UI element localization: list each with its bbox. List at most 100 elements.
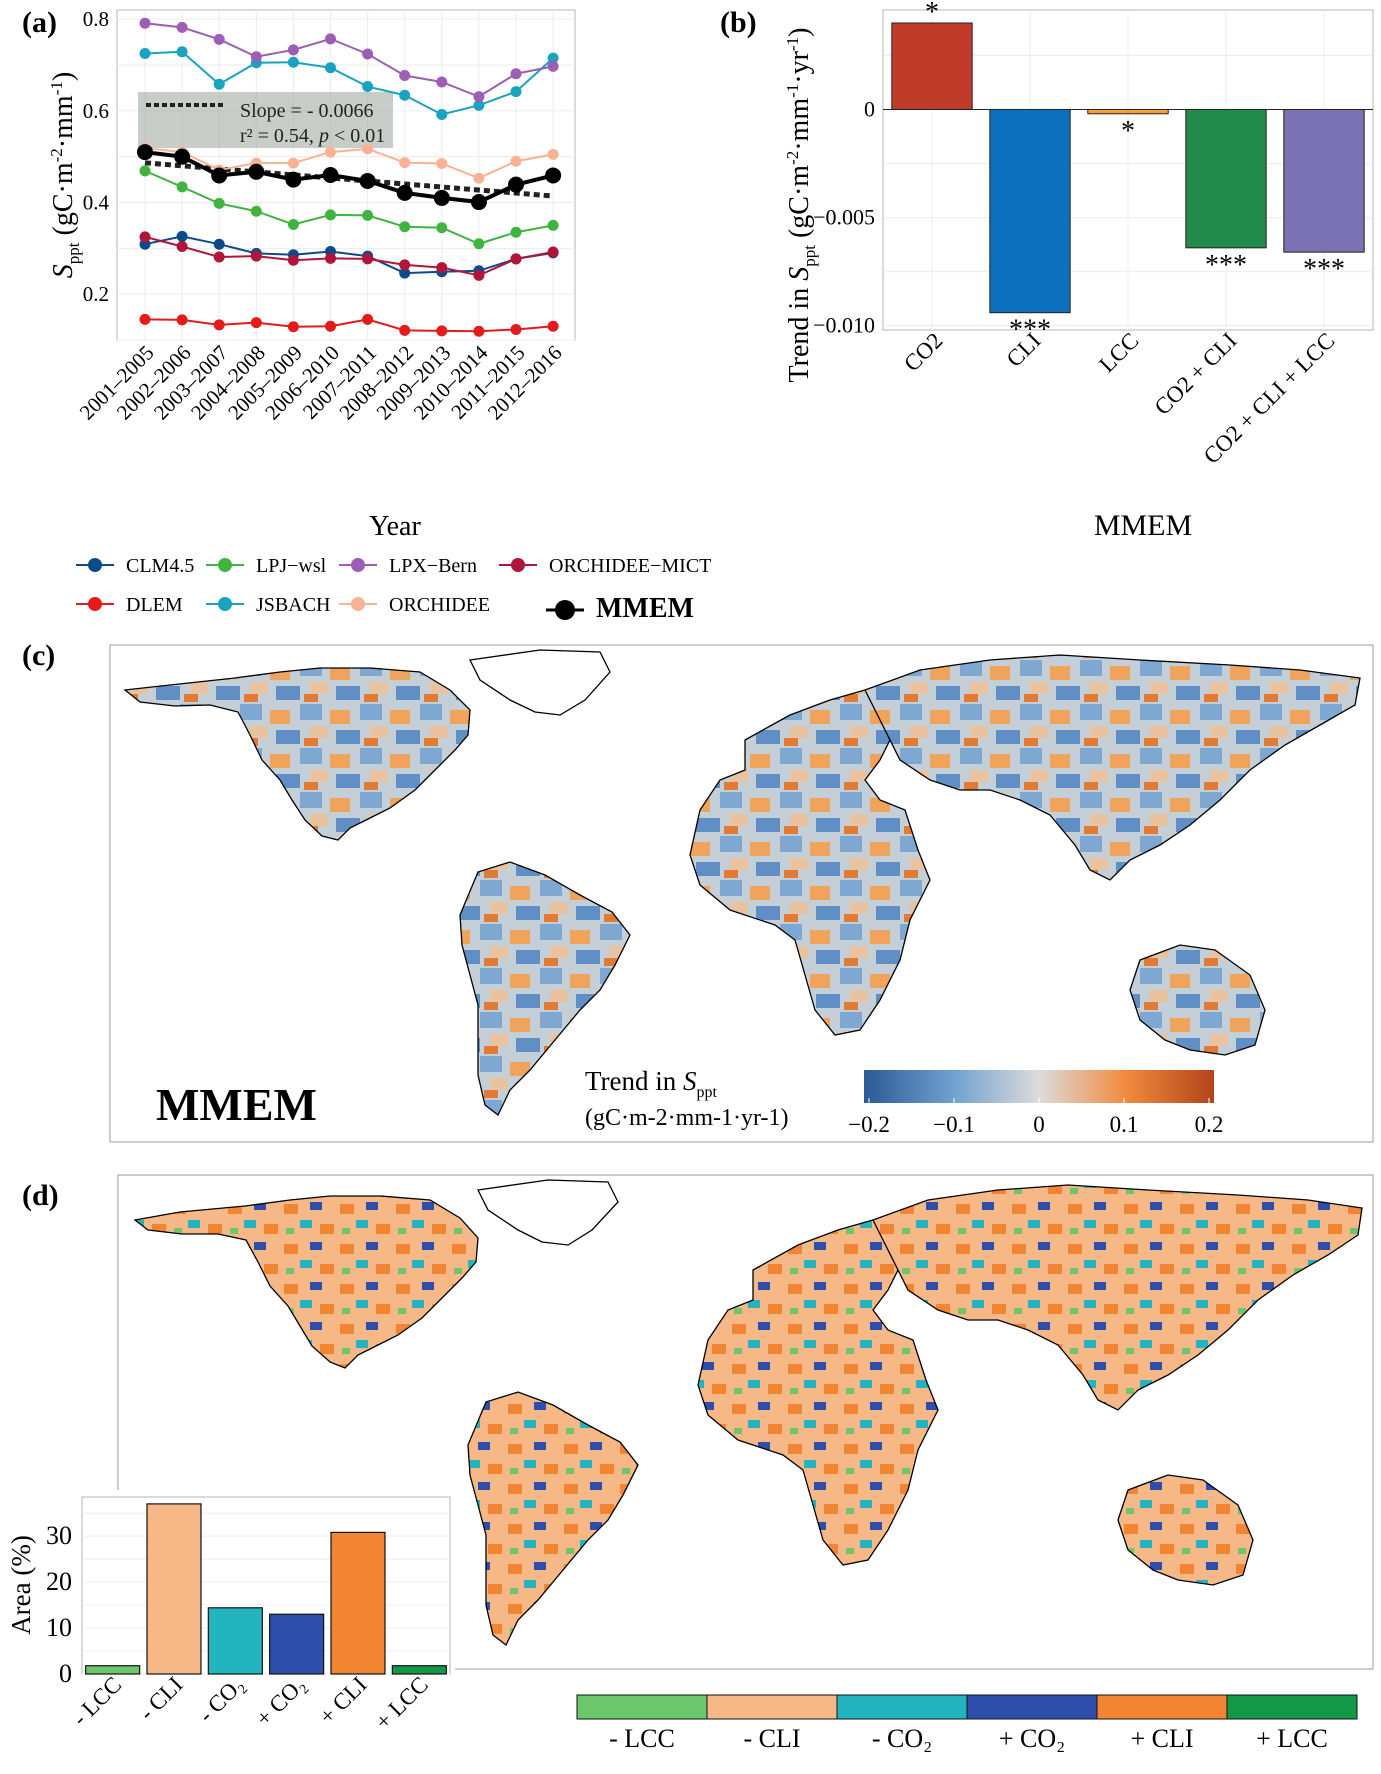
legend-key-dot	[218, 558, 232, 572]
data-point	[250, 205, 262, 217]
greenland-c	[469, 649, 611, 716]
data-point	[139, 313, 151, 325]
legend-key-dot	[351, 558, 365, 572]
colorbar-c	[864, 1070, 1214, 1103]
data-point	[287, 44, 299, 56]
y-tick-label: 0	[864, 96, 875, 121]
legend-key-dot	[218, 597, 232, 611]
x-tick-labels-a: 2001–20052002–20062003–20072004–20082005…	[75, 340, 567, 424]
map-c-label: MMEM	[156, 1079, 317, 1130]
south-america-d	[467, 1391, 639, 1647]
significance-label: ***	[1205, 250, 1247, 281]
data-point	[250, 51, 262, 63]
legend-swatch	[836, 1694, 968, 1720]
data-point	[473, 99, 485, 111]
legend-label: + LCC	[1256, 1724, 1328, 1753]
data-point	[473, 172, 485, 184]
inset-bar-3	[269, 1613, 325, 1675]
data-point	[470, 194, 487, 211]
data-point	[547, 246, 559, 258]
inset-plot-area	[81, 1496, 451, 1675]
data-point	[137, 144, 153, 161]
inset-bar-4	[330, 1531, 386, 1675]
data-point	[510, 226, 522, 238]
data-point	[399, 259, 411, 271]
legend-label: ORCHIDEE	[389, 594, 490, 616]
data-point	[510, 155, 522, 167]
data-point	[139, 17, 151, 29]
y-tick-label: 0	[59, 1659, 72, 1688]
data-point	[396, 184, 413, 201]
inset-bar-5	[391, 1665, 447, 1675]
legend-swatch	[1096, 1694, 1228, 1720]
x-axis-label-a: Year	[369, 511, 421, 542]
data-point	[545, 167, 562, 184]
legend-label: - LCC	[609, 1724, 675, 1753]
y-tick-label: −0.010	[813, 313, 875, 338]
panel-label-d: (d)	[22, 1179, 59, 1212]
data-point	[362, 209, 374, 221]
legend-label: DLEM	[126, 594, 183, 616]
series-line-orchidee-mict	[144, 235, 554, 277]
bar-lcc	[1087, 108, 1169, 115]
south-america-c	[459, 861, 631, 1117]
bar-cli	[989, 108, 1071, 314]
data-point	[287, 56, 299, 68]
data-point	[250, 317, 262, 329]
data-point	[287, 321, 299, 333]
data-point	[436, 76, 448, 88]
legend-item: LPJ−wsl	[206, 555, 327, 577]
panel-label-a: (a)	[22, 6, 57, 39]
data-point	[473, 91, 485, 103]
data-point	[139, 231, 151, 243]
data-point	[325, 252, 336, 264]
series-line-jsbach	[144, 50, 554, 116]
legend-label: - CLI	[743, 1724, 800, 1753]
data-point	[510, 253, 522, 265]
continents-c	[123, 649, 1361, 1117]
data-point	[213, 33, 225, 45]
legend-a: CLM4.5 LPJ−wsl LPX−Bern ORCHIDEE−MICT DLEM JS…	[76, 555, 711, 624]
legend-swatch	[966, 1694, 1098, 1720]
data-point	[433, 189, 450, 206]
legend-label: CLM4.5	[126, 555, 194, 577]
line-chart-sppt: 0.2 0.4 0.6 0.8 2001–20052002–20062003–2007…	[47, 7, 576, 542]
significance-label: *	[1121, 116, 1135, 147]
trend-annotation: Slope = - 0.0066 r² = 0.54, p < 0.01	[138, 92, 393, 148]
significance-label: ***	[1303, 254, 1345, 285]
data-point	[213, 238, 225, 250]
legend-item: DLEM	[76, 594, 183, 616]
annotation-box	[138, 92, 393, 148]
bar-co2-cli	[1185, 108, 1267, 249]
data-point	[399, 70, 411, 82]
data-point	[436, 109, 448, 120]
y-tick-label: 0.8	[83, 7, 109, 31]
legend-key-dot	[555, 600, 575, 620]
legend-label: LPJ−wsl	[256, 555, 327, 577]
legend-label: LPX−Bern	[389, 555, 477, 577]
y-axis-label-inset: Area (%)	[6, 1535, 36, 1635]
data-point	[399, 157, 411, 169]
y-tick-label: 10	[46, 1613, 72, 1642]
bar-co2	[891, 22, 973, 110]
legend-label: + CLI	[1130, 1724, 1193, 1753]
legend-key-dot	[511, 558, 525, 572]
asia-d	[872, 1184, 1363, 1411]
data-point	[287, 254, 299, 266]
x-tick-label: CO2 + CLI	[1150, 328, 1242, 420]
data-point	[436, 158, 448, 170]
data-point	[547, 148, 559, 160]
inset-bar-2	[207, 1607, 263, 1675]
data-point	[213, 197, 225, 209]
data-point	[547, 320, 559, 332]
asia-c	[864, 654, 1361, 881]
data-point	[250, 250, 262, 262]
y-tick-label: 0.2	[83, 282, 109, 306]
series-line-dlem	[144, 318, 554, 333]
legend-key-dot	[88, 558, 102, 572]
data-point	[510, 68, 522, 80]
data-point	[547, 219, 559, 231]
series-line-clm4-5	[144, 235, 554, 275]
data-point	[510, 323, 522, 335]
y-tick-label: −0.005	[813, 205, 875, 230]
